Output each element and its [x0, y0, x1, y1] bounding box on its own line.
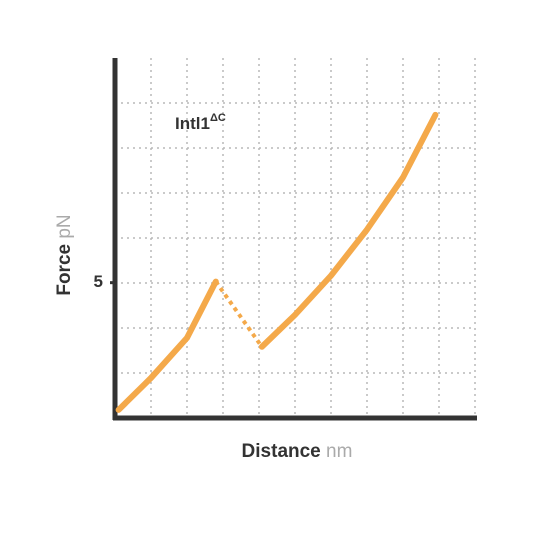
y-axis-label: Force pN [54, 214, 75, 295]
y-unit: pN [54, 214, 75, 238]
x-axis-label: Distance nm [242, 441, 353, 462]
y-label: Force [54, 244, 75, 296]
annotation-text: Intl1 [175, 114, 210, 133]
data-line [214, 280, 264, 348]
y-tick-label: 5 [94, 272, 103, 291]
x-label: Distance [242, 441, 321, 462]
data-line [115, 111, 439, 413]
grid [115, 58, 476, 418]
annotation-superscript: ΔC [210, 112, 226, 124]
annotation: Intl1ΔC [175, 112, 226, 134]
x-unit: nm [326, 441, 352, 462]
